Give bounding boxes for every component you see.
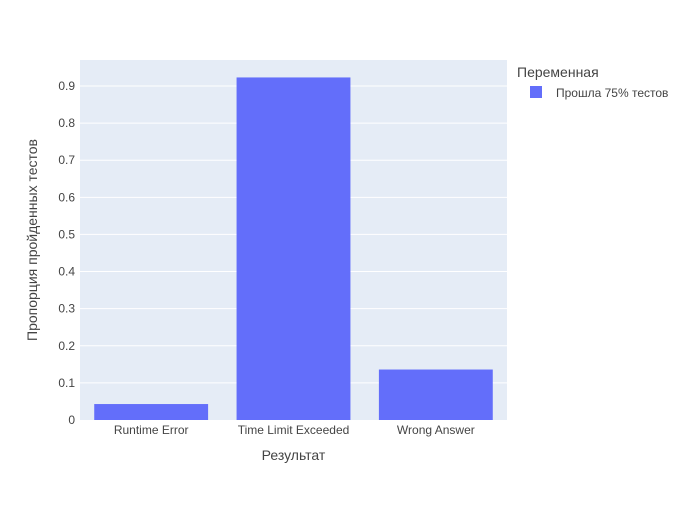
y-tick-label: 0.1 — [58, 376, 75, 390]
bar[interactable] — [94, 404, 209, 420]
bar[interactable] — [378, 369, 493, 420]
legend-swatch-series-1[interactable] — [530, 86, 542, 98]
y-tick-label: 0.6 — [58, 190, 75, 204]
y-tick-label: 0.3 — [58, 302, 75, 316]
legend: Переменная Прошла 75% тестов — [517, 64, 668, 100]
y-tick-label: 0.7 — [58, 153, 75, 167]
y-tick-label: 0.8 — [58, 116, 75, 130]
y-tick-label: 0.2 — [58, 339, 75, 353]
x-tick-label: Wrong Answer — [397, 423, 475, 437]
legend-title: Переменная — [517, 64, 599, 80]
x-axis-title: Результат — [262, 447, 326, 463]
legend-label-series-1[interactable]: Прошла 75% тестов — [556, 86, 668, 100]
x-tick-label: Time Limit Exceeded — [238, 423, 350, 437]
y-tick-labels: 0 0.1 0.2 0.3 0.4 0.5 0.6 0.7 0.8 0.9 — [58, 79, 75, 427]
x-tick-label: Runtime Error — [114, 423, 189, 437]
bars — [94, 77, 493, 420]
x-tick-labels: Runtime Error Time Limit Exceeded Wrong An… — [114, 423, 475, 437]
y-tick-label: 0 — [68, 413, 75, 427]
y-axis-title: Пропорция пройденных тестов — [24, 139, 40, 341]
y-tick-label: 0.4 — [58, 265, 75, 279]
y-tick-label: 0.5 — [58, 227, 75, 241]
bar[interactable] — [236, 77, 351, 420]
y-tick-label: 0.9 — [58, 79, 75, 93]
